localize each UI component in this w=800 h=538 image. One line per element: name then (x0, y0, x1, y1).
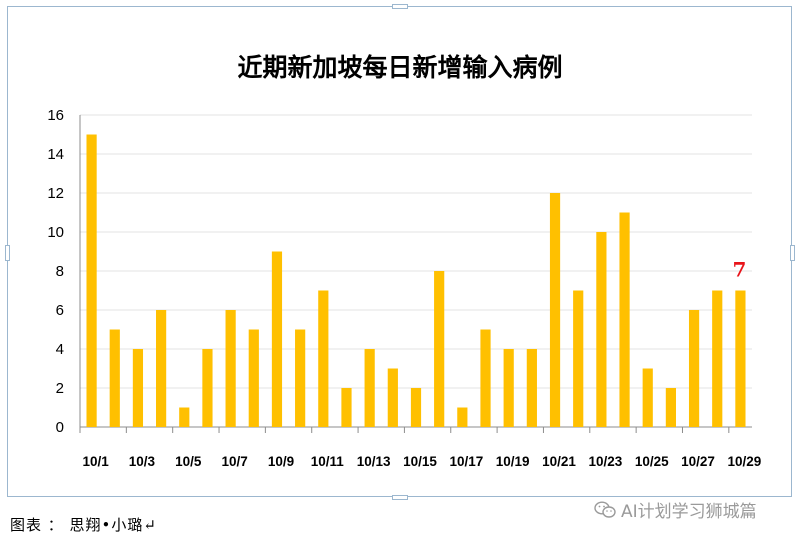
bar-10/21 (549, 193, 561, 427)
y-tick-label: 2 (56, 380, 64, 397)
x-tick-label: 10/7 (221, 454, 247, 469)
bar-10/20 (526, 349, 537, 427)
bar-10/9 (271, 251, 283, 427)
bar-10/16 (434, 271, 445, 427)
chart-title: 近期新加坡每日新增输入病例 (237, 53, 563, 82)
x-tick-label: 10/19 (496, 454, 530, 469)
bar-10/6 (202, 349, 213, 427)
bar-10/14 (387, 368, 398, 427)
bar-10/29 (735, 290, 746, 427)
bar-10/27 (688, 310, 700, 427)
x-tick-label: 10/23 (588, 454, 622, 469)
x-tick-label: 10/5 (175, 454, 202, 469)
bar-10/17 (457, 407, 468, 427)
bar-10/22 (573, 290, 584, 427)
bar-10/2 (109, 329, 120, 427)
x-tick-label: 10/29 (728, 454, 762, 469)
x-tick-label: 10/1 (82, 454, 109, 469)
watermark-text: AI计划学习狮城篇 (621, 502, 757, 522)
y-tick-label: 4 (56, 341, 64, 358)
y-tick-label: 12 (47, 185, 64, 202)
x-tick-label: 10/27 (681, 454, 715, 469)
y-tick-label: 14 (47, 146, 64, 163)
bar-10/26 (665, 388, 676, 427)
bar-10/5 (179, 407, 190, 427)
bar-10/13 (364, 349, 375, 427)
bar-10/3 (132, 349, 144, 427)
bar-10/11 (318, 290, 329, 427)
x-tick-label: 10/11 (311, 454, 345, 469)
bar-10/8 (248, 329, 259, 427)
bar-10/1 (86, 134, 97, 427)
bar-10/24 (619, 212, 630, 427)
x-tick-label: 10/3 (129, 454, 156, 469)
bar-10/18 (480, 329, 491, 427)
y-tick-label: 16 (47, 107, 64, 124)
watermark: AI计划学习狮城篇 (594, 497, 757, 522)
bar-10/10 (295, 329, 306, 427)
bar-10/28 (712, 290, 723, 427)
y-tick-label: 6 (56, 302, 64, 319)
bar-chart: 0 2 4 6 8 10 12 14 16 10/1 10/3 10/5 10/7 10/9 10/11 10… (47, 107, 762, 469)
x-tick-label: 10/9 (268, 454, 294, 469)
chart-credit: 图表 ： 思翔•小璐↵ (10, 516, 157, 534)
resize-handle-left[interactable] (5, 245, 10, 261)
bar-10/4 (156, 310, 167, 427)
x-tick-label: 10/21 (542, 454, 576, 469)
x-tick-label: 10/13 (357, 454, 391, 469)
resize-handle-bottom[interactable] (392, 495, 408, 500)
wechat-icon (594, 500, 616, 519)
bar-10/19 (503, 349, 514, 427)
y-tick-label: 0 (56, 419, 64, 436)
y-tick-label: 8 (56, 263, 64, 280)
bar-10/23 (596, 232, 607, 427)
bar-10/25 (642, 368, 653, 427)
x-tick-label: 10/25 (635, 454, 669, 469)
y-tick-label: 10 (47, 224, 64, 241)
bar-10/15 (410, 388, 422, 427)
x-tick-label: 10/15 (403, 454, 437, 469)
data-label: 7 (732, 258, 746, 282)
resize-handle-top[interactable] (392, 4, 408, 9)
bar-10/12 (341, 388, 352, 427)
bar-10/7 (225, 310, 236, 427)
resize-handle-right[interactable] (790, 245, 795, 261)
x-tick-label: 10/17 (449, 454, 483, 469)
